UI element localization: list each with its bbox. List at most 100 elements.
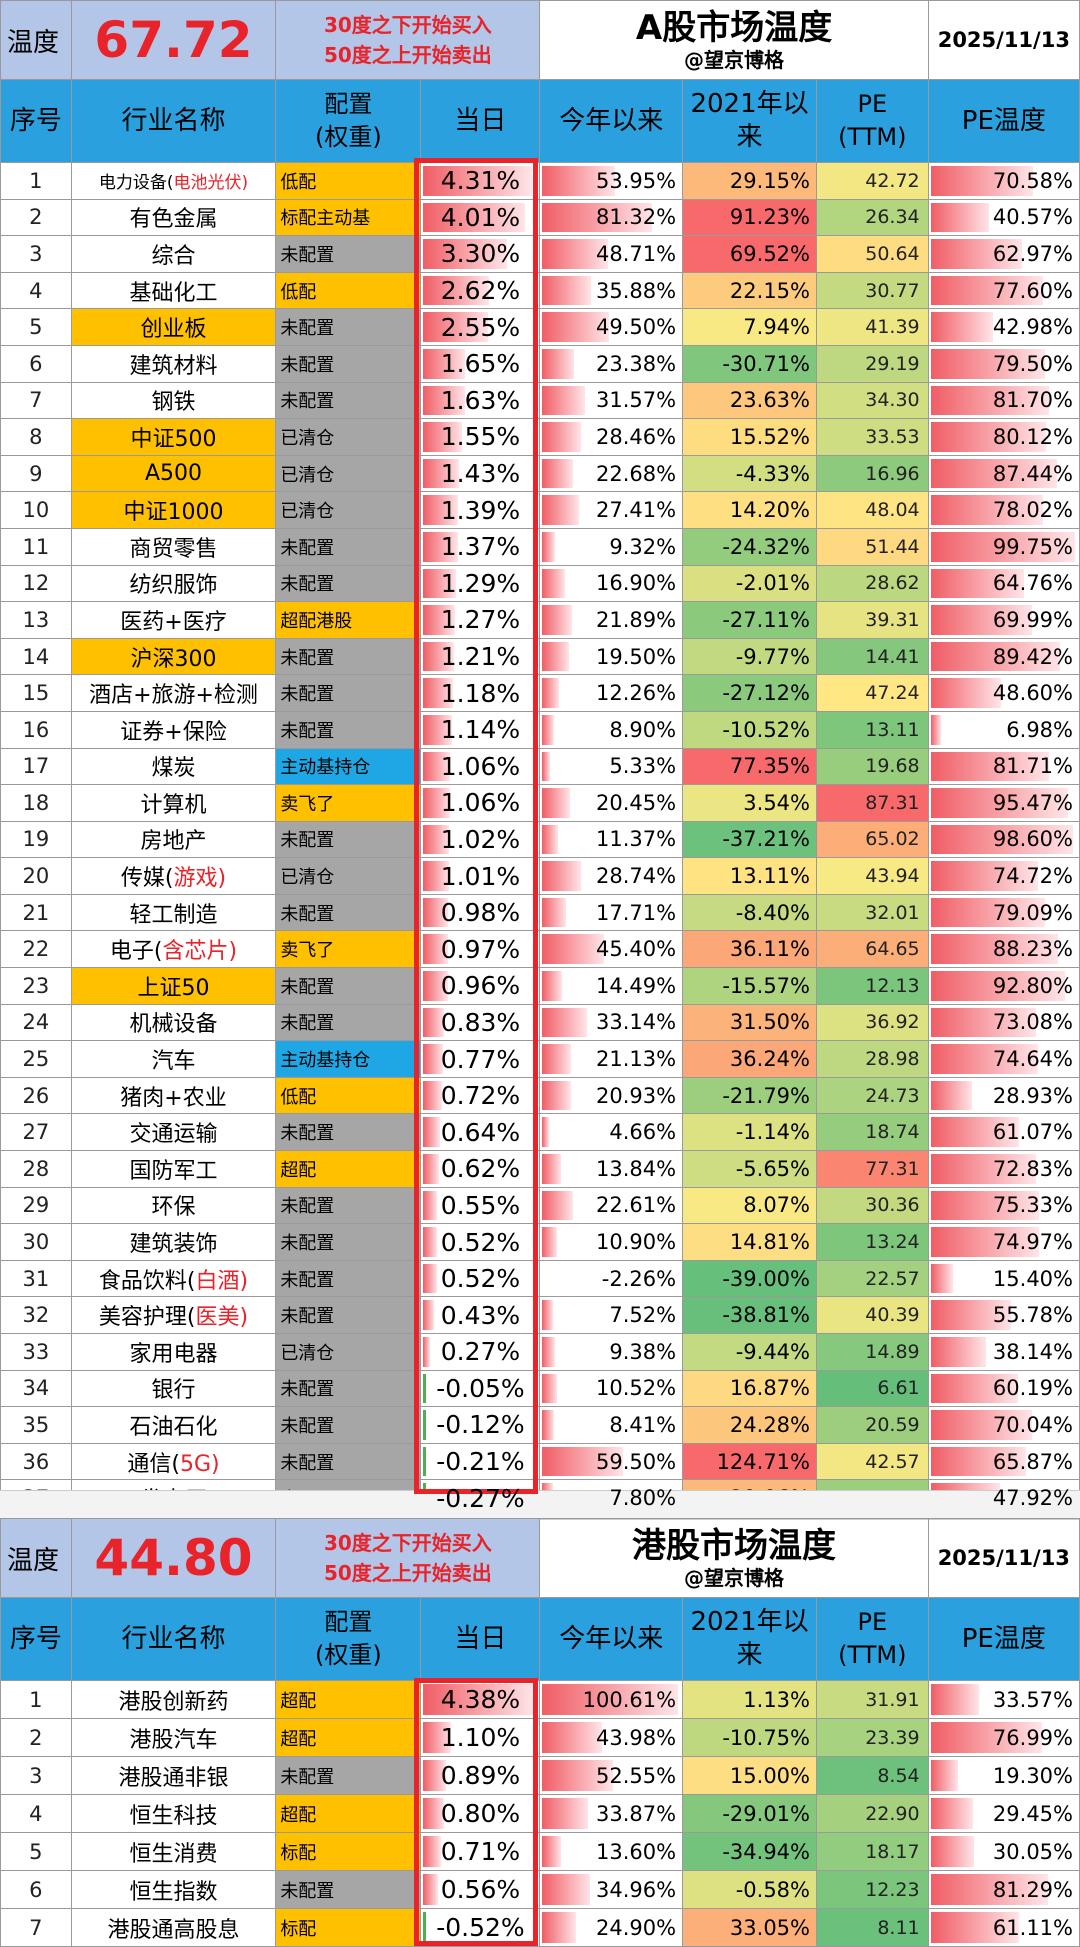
- ytd-change: 12.26%: [539, 674, 684, 712]
- pe-temp-bar: [930, 385, 1049, 416]
- row-index: 7: [0, 381, 72, 420]
- table-row: 5 恒生消费 标配 0.71% 13.60% -34.94% 18.17 30.…: [0, 1832, 1080, 1871]
- allocation: 低配: [275, 271, 422, 310]
- day-bar: [423, 1684, 534, 1715]
- ytd-bar: [542, 1300, 553, 1330]
- industry-name: 计算机: [70, 784, 277, 822]
- pe-temperature-value: 75.33%: [992, 1193, 1073, 1218]
- pe-ttm: 29.19: [816, 344, 929, 383]
- pe-ttm: 13.11: [816, 710, 929, 749]
- ytd-change: 43.98%: [539, 1718, 684, 1757]
- pe-temperature-value: 6.98%: [1006, 717, 1073, 742]
- pe-temperature-value: 28.93%: [992, 1083, 1073, 1108]
- pe-ttm: 33.53: [816, 418, 929, 456]
- industry-name-main: 恒生指数: [129, 1879, 218, 1905]
- pe-temperature-value: 81.71%: [992, 754, 1073, 779]
- allocation: 标配: [275, 1832, 422, 1871]
- pe-temperature-value: 33.57%: [992, 1687, 1073, 1712]
- day-bar: [423, 1044, 443, 1074]
- industry-name: 医药+医疗: [70, 601, 277, 639]
- industry-name-main: A500: [144, 461, 203, 487]
- pe-temperature-value: 38.14%: [992, 1339, 1073, 1364]
- pe-temp-bar: [930, 312, 993, 342]
- ytd-bar: [542, 714, 555, 745]
- author: @望京博格: [684, 48, 785, 72]
- pe-temperature: 88.23%: [927, 930, 1080, 969]
- industry-name-main: 建筑材料: [129, 353, 218, 379]
- pe-temp-bar: [930, 1410, 1032, 1440]
- pe-ttm: 16.96: [816, 454, 929, 493]
- ytd-bar: [542, 1007, 588, 1038]
- day-change: 1.18%: [420, 674, 541, 712]
- allocation: 未配置: [275, 1186, 422, 1225]
- ytd-bar: [542, 934, 604, 965]
- row-index: 32: [0, 1296, 72, 1334]
- pe-temperature-value: 74.72%: [992, 864, 1073, 889]
- day-change: 0.83%: [420, 1003, 541, 1042]
- day-bar: [423, 897, 449, 928]
- day-change-value: 1.21%: [440, 642, 521, 672]
- since-2021: -34.94%: [682, 1832, 817, 1871]
- pe-ttm: 43.94: [816, 857, 929, 895]
- allocation: 未配置: [275, 1113, 422, 1152]
- row-index: 14: [0, 637, 72, 676]
- row-index: 9: [0, 454, 72, 493]
- pe-temp-bar: [930, 166, 1033, 196]
- pe-temperature: 69.99%: [927, 601, 1080, 639]
- pe-temperature: 74.64%: [927, 1040, 1080, 1078]
- allocation: 未配置: [275, 235, 422, 273]
- ytd-change: 21.13%: [539, 1040, 684, 1078]
- allocation: 未配置: [275, 1870, 422, 1909]
- pe-temperature-value: 72.83%: [992, 1156, 1073, 1181]
- pe-temp-bar: [930, 1912, 1019, 1943]
- ytd-change: 9.38%: [539, 1333, 684, 1371]
- day-change: 0.80%: [420, 1794, 541, 1833]
- ytd-bar: [542, 202, 652, 233]
- day-change-value: 0.64%: [440, 1117, 521, 1147]
- industry-name-main: 机械设备: [129, 1012, 218, 1038]
- pe-temp-bar: [930, 1007, 1037, 1038]
- day-change-value: 0.52%: [440, 1227, 521, 1257]
- industry-name: 传媒(游戏): [70, 857, 277, 895]
- day-change-value: 0.80%: [440, 1799, 521, 1828]
- table-row: 3 综合 未配置 3.30% 48.71% 69.52% 50.64 62.97…: [0, 235, 1080, 273]
- industry-name-main: 电子(: [109, 939, 163, 965]
- ytd-change: 33.14%: [539, 1003, 684, 1042]
- pe-temperature: 77.60%: [927, 271, 1080, 310]
- row-index: 5: [0, 308, 72, 346]
- author: @望京博格: [684, 1566, 785, 1590]
- ytd-bar: [542, 1190, 573, 1221]
- since-2021: 31.50%: [682, 1003, 817, 1042]
- pe-temp-bar: [930, 1190, 1040, 1221]
- ytd-change: 20.45%: [539, 784, 684, 822]
- day-change-value: 1.14%: [440, 715, 521, 745]
- pe-temperature: 78.02%: [927, 491, 1080, 529]
- pe-temp-bar: [930, 1337, 986, 1367]
- pe-temperature: 60.19%: [927, 1369, 1080, 1408]
- pe-temperature: 61.07%: [927, 1113, 1080, 1152]
- since-2021: -27.12%: [682, 674, 817, 712]
- industry-name: 家用电器: [70, 1333, 277, 1371]
- day-change: 2.55%: [420, 308, 541, 346]
- allocation: 未配置: [275, 893, 422, 932]
- column-header: 序号: [0, 79, 72, 163]
- pe-temperature: 81.70%: [927, 381, 1080, 420]
- pe-ttm: 28.98: [816, 1040, 929, 1078]
- ytd-bar: [542, 1836, 561, 1867]
- table-row: 21 轻工制造 未配置 0.98% 17.71% -8.40% 32.01 79…: [0, 893, 1080, 932]
- row-index: 10: [0, 491, 72, 529]
- since-2021: -9.44%: [682, 1333, 817, 1371]
- pe-temperature: 30.05%: [927, 1832, 1080, 1871]
- ytd-bar: [542, 641, 569, 672]
- pe-temperature-value: 61.07%: [992, 1120, 1073, 1145]
- industry-name-main: 环保: [151, 1195, 196, 1221]
- ytd-change-value: 9.38%: [609, 1339, 677, 1364]
- ytd-change: 11.37%: [539, 820, 684, 859]
- day-change-value: 1.06%: [440, 788, 521, 818]
- row-index: 15: [0, 674, 72, 712]
- industry-name-main: 煤炭: [151, 756, 196, 782]
- day-change: 0.52%: [420, 1259, 541, 1298]
- a_share-table: 温度 67.72 30度之下开始买入 50度之上开始卖出 A股市场温度 @望京博格 …: [0, 0, 1080, 1517]
- day-change-value: 1.29%: [440, 568, 521, 598]
- day-bar: [423, 1227, 437, 1257]
